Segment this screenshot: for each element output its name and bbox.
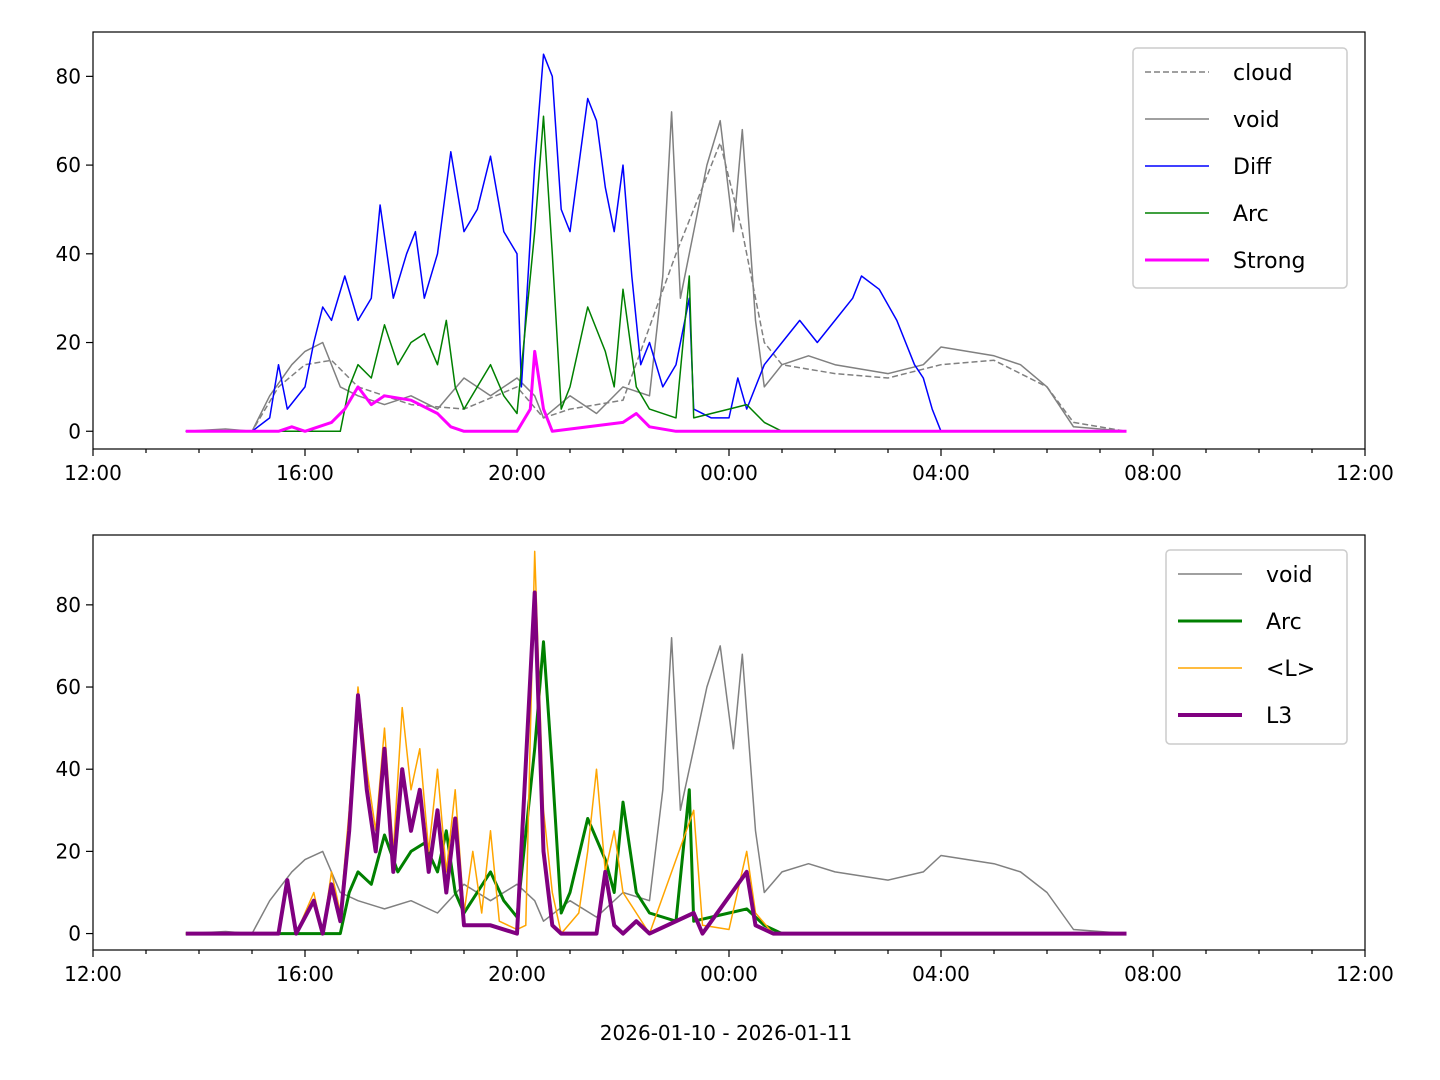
legend-label: Arc: [1266, 610, 1302, 635]
legend-entry: void: [1178, 563, 1313, 588]
legend-box: [1132, 47, 1348, 289]
series-line-void: [185, 111, 1127, 433]
y-tick-label: 40: [56, 242, 81, 266]
x-tick-label: 00:00: [700, 461, 758, 485]
x-tick-label: 16:00: [276, 962, 334, 986]
legend-entry: Arc: [1145, 202, 1269, 227]
legend-label: Diff: [1233, 155, 1272, 180]
y-tick-label: 60: [56, 675, 81, 699]
legend-entry: cloud: [1145, 61, 1293, 86]
x-tick-label: 00:00: [700, 962, 758, 986]
legend-entry: void: [1145, 108, 1280, 133]
x-tick-label: 20:00: [488, 962, 546, 986]
top-subplot: 12:00 16:00 20:00 00:00 04:00 08:00 12:00 0 20 40…: [56, 31, 1394, 485]
x-tick-label: 12:00: [64, 962, 122, 986]
series-line-cloud: [185, 142, 1127, 433]
x-tick-label: 12:00: [1336, 461, 1394, 485]
x-tick-label: 08:00: [1124, 461, 1182, 485]
x-tick-label: 08:00: [1124, 962, 1182, 986]
legend: cloud void Diff Arc Strong: [1132, 47, 1348, 289]
x-tick-label: 20:00: [488, 461, 546, 485]
legend-entry: L3: [1178, 704, 1292, 729]
x-tick-label: 04:00: [912, 461, 970, 485]
x-axis-label: 2026-01-10 - 2026-01-11: [600, 1021, 852, 1045]
y-tick-label: 20: [56, 839, 81, 863]
legend-label: void: [1233, 108, 1280, 133]
series-line-arc: [185, 115, 1127, 433]
y-tick-label: 60: [56, 153, 81, 177]
y-tick-label: 0: [68, 922, 81, 946]
legend-label: cloud: [1233, 61, 1293, 86]
legend-entry: Strong: [1145, 249, 1306, 274]
legend-box: [1165, 549, 1348, 745]
x-tick-label: 12:00: [1336, 962, 1394, 986]
legend-entry: Diff: [1145, 155, 1272, 180]
legend-label: L3: [1266, 704, 1292, 729]
series-line-diff: [185, 53, 1127, 433]
bottom-subplot: 12:00 16:00 20:00 00:00 04:00 08:00 12:00 0 20 40…: [56, 534, 1394, 1045]
legend: void Arc <L> L3: [1165, 549, 1348, 745]
x-tick-label: 16:00: [276, 461, 334, 485]
x-tick-label: 12:00: [64, 461, 122, 485]
plot-area: [185, 53, 1127, 433]
legend-label: Arc: [1233, 202, 1269, 227]
y-tick-label: 80: [56, 64, 81, 88]
legend-label: void: [1266, 563, 1313, 588]
y-tick-label: 80: [56, 593, 81, 617]
legend-label: <L>: [1266, 657, 1315, 682]
x-tick-label: 04:00: [912, 962, 970, 986]
series-line-l3: [185, 590, 1127, 936]
legend-entry: <L>: [1178, 657, 1315, 682]
series-line-strong: [185, 349, 1127, 433]
y-tick-label: 20: [56, 331, 81, 355]
plot-area: [185, 550, 1127, 936]
y-tick-label: 0: [68, 419, 81, 443]
legend-label: Strong: [1233, 249, 1306, 274]
y-tick-label: 40: [56, 757, 81, 781]
legend-entry: Arc: [1178, 610, 1302, 635]
